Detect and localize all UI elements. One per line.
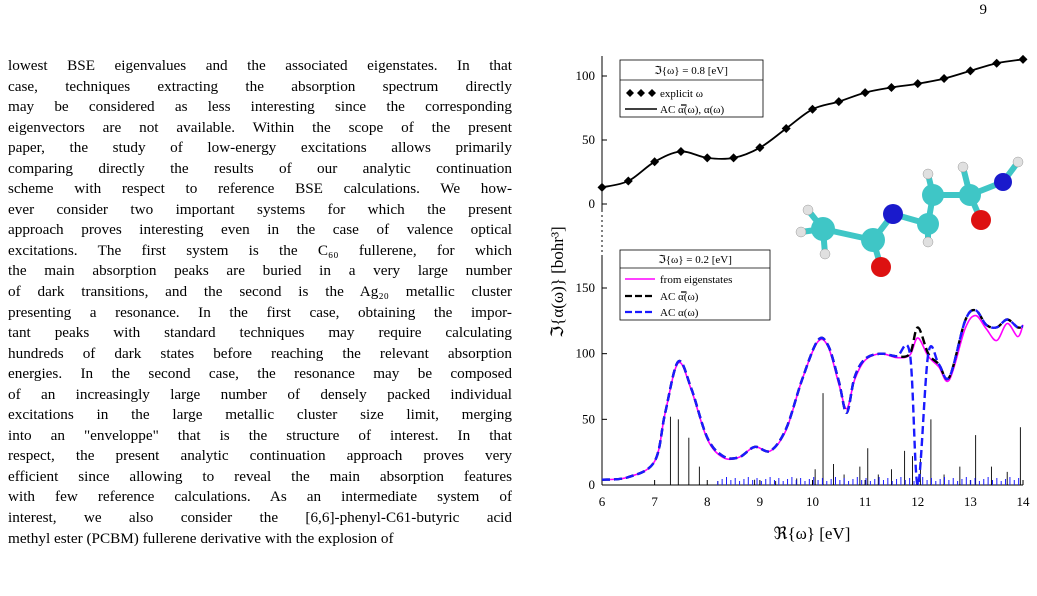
bottom-panel-curves [601,308,1024,487]
y-tick-label: 0 [589,477,596,492]
bottom-legend-entry-ac-scalar: AC α(ω) [660,307,699,319]
y-axis-label: ℑ{α(ω)} [bohr³] [548,226,567,337]
top-legend: ℑ{ω} = 0.8 [eV] explicit ω AC α̿(ω), α(ω… [619,59,764,118]
body-text-line: approach proves interesting even in the … [8,221,512,239]
body-text-line: excitations in the large metallic cluste… [8,406,512,424]
top-series-explicit-point [702,153,712,163]
bottom-series-ac-scalar-line [601,308,1024,487]
x-tick-label: 12 [911,494,924,509]
body-text-line: excitations. The first system is the C₆₀… [8,241,512,259]
bottom-y-axis-ticks: 150 100 50 0 [576,280,607,492]
top-series-explicit-point [650,157,660,167]
top-y-axis-ticks: 100 50 0 [576,68,607,211]
body-text-line: with few reference calculations. As an i… [8,488,512,506]
x-tick-label: 9 [757,494,764,509]
x-tick-label: 14 [1017,494,1031,509]
body-text-line: into an "enveloppe" that is the structur… [8,426,512,444]
top-legend-title: ℑ{ω} = 0.8 [eV] [654,65,728,77]
page-number: 9 [979,2,988,18]
top-series-explicit-point [808,104,817,114]
top-series-explicit-point [781,123,791,133]
x-axis-label: ℜ{ω} [eV] [774,524,851,543]
y-tick-label: 100 [576,68,596,83]
legend-diamonds-icon [626,89,656,97]
bottom-legend-title: ℑ{ω} = 0.2 [eV] [658,254,732,266]
bottom-legend-entry-ac-tensor: AC α̿(ω) [660,291,699,303]
body-text-line: methyl ester (PCBM) fullerene derivative… [8,529,394,547]
top-series-explicit-point [913,79,923,89]
body-text-line: the main absorption peaks are buried in … [8,262,512,280]
y-tick-label: 100 [576,346,596,361]
top-legend-entry-explicit: explicit ω [660,88,703,100]
body-text-line: scheme with respect to reference BSE cal… [8,180,512,198]
body-text-line: presenting a resonance. In the first cas… [8,303,512,321]
top-series-explicit-point [597,182,607,192]
top-series-explicit-point [939,74,949,84]
top-series-explicit-point [729,153,739,163]
x-tick-label: 8 [704,494,711,509]
top-series-explicit-point [860,88,870,98]
x-tick-label: 10 [806,494,819,509]
x-tick-label: 13 [964,494,977,509]
bottom-legend: ℑ{ω} = 0.2 [eV] from eigenstates AC α̿(ω… [619,249,771,321]
x-axis-ticks: 6 7 8 9 10 11 12 13 14 [599,480,1030,509]
body-text-line: comparing directly the results of our an… [8,159,512,177]
y-tick-label: 50 [582,132,595,147]
body-text-column: lowest BSE eigenvalues and the associate… [8,56,512,596]
y-tick-label: 0 [589,196,596,211]
body-text-line: efficient since allowing to reveal the m… [8,467,512,485]
top-series-explicit-point [1018,54,1028,64]
top-series-explicit-point [965,66,975,76]
body-text-line: of an increasingly large number of dense… [8,385,512,403]
top-series-explicit-point [886,83,896,93]
x-tick-label: 7 [651,494,658,509]
body-text-line: case, techniques extracting the absorpti… [8,77,512,95]
figure-polarizability-spectra: 6 7 8 9 10 11 12 13 14 100 50 0 150 100 50 0 [533,32,1037,562]
body-text-line: ever consider two important systems for … [8,200,512,218]
y-tick-label: 50 [582,411,595,426]
x-tick-label: 6 [599,494,606,509]
top-series-explicit-point [834,97,844,107]
body-text-line: tant peaks with standard techniques may … [8,324,512,342]
x-tick-label: 11 [859,494,872,509]
body-text-line: interest, we also consider the [6,6]-phe… [8,509,512,527]
body-text-line: paper, the study of low-energy excitatio… [8,139,512,157]
body-text-line: hundreds of dark states before reaching … [8,344,512,362]
top-series-explicit-point [992,58,1002,68]
top-legend-entry-ac: AC α̿(ω), α(ω) [660,104,725,116]
body-text-line: lowest BSE eigenvalues and the associate… [8,57,512,74]
top-series-explicit-point [676,147,686,157]
bottom-legend-entry-eigenstates: from eigenstates [660,274,732,286]
body-text-line: energies. In the second case, the resona… [8,365,512,383]
top-series-explicit-point [755,143,765,153]
top-series-explicit-point [623,176,633,186]
body-text-line: of dark transitions, and the second is t… [8,283,512,301]
top-panel-curves [597,54,1028,192]
molecule-illustration [795,156,1024,277]
y-tick-label: 150 [576,280,596,295]
body-text-line: respect, the present analytic continuati… [8,447,512,465]
body-text-line: eigenvectors are not available. Within t… [8,118,512,136]
body-text-line: may be considered as less interesting si… [8,98,512,116]
